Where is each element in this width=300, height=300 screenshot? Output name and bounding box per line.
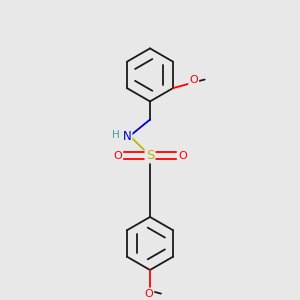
Text: H: H: [112, 130, 120, 140]
Text: O: O: [189, 75, 198, 85]
Text: O: O: [145, 289, 153, 298]
Text: N: N: [123, 130, 131, 142]
Text: S: S: [146, 149, 154, 162]
Text: O: O: [113, 151, 122, 160]
Text: O: O: [178, 151, 187, 160]
